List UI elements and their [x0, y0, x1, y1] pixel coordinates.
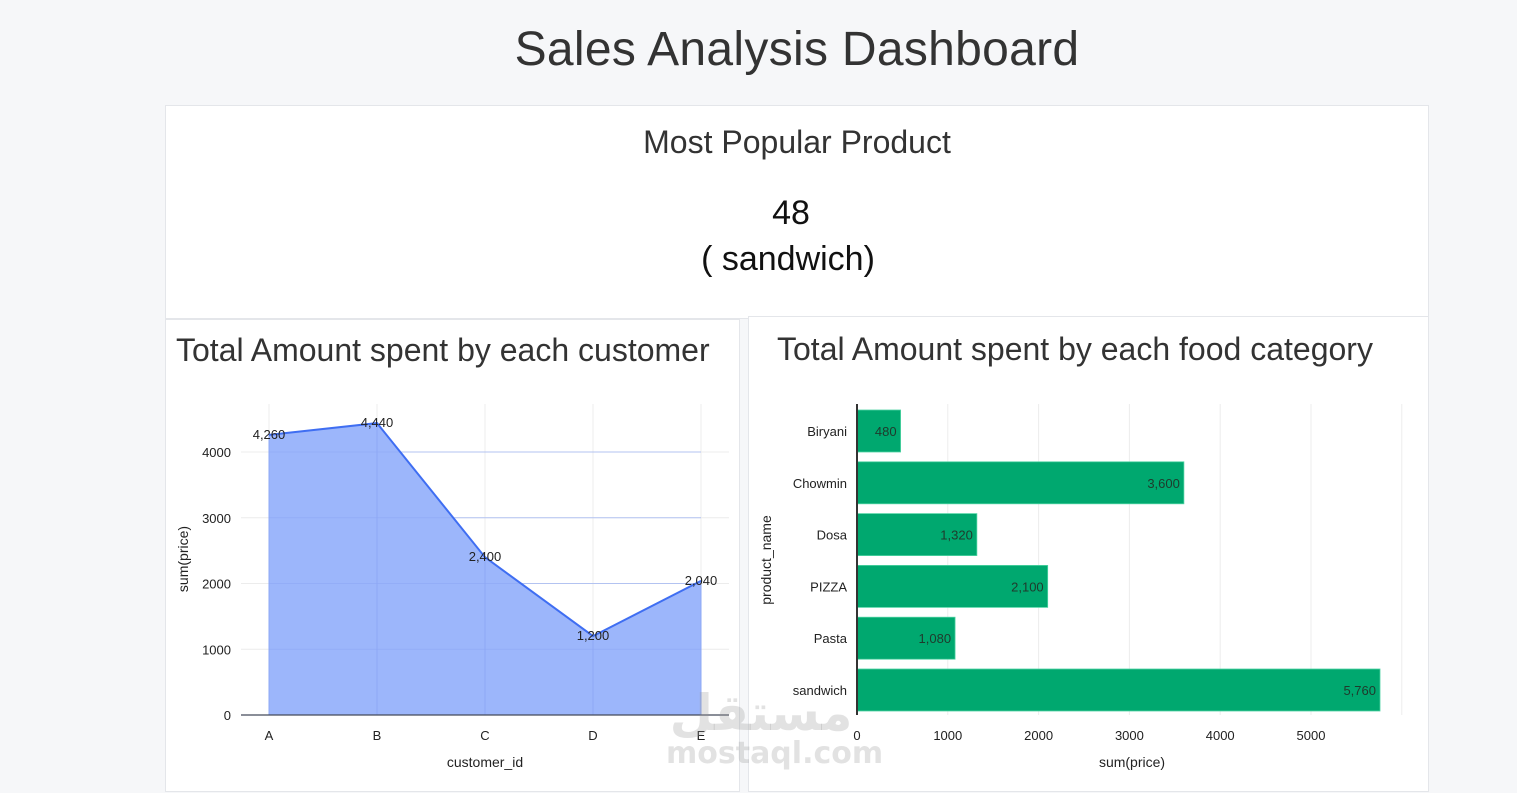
- y-tick-label: 1000: [202, 642, 231, 657]
- x-tick-label: E: [697, 728, 706, 743]
- x-tick-label: 3000: [1115, 728, 1144, 743]
- customer-area-chart[interactable]: 0 1000 2000 3000 4000 4,260 4,440 2,400 1,200 2,0…: [166, 320, 741, 793]
- x-tick-label: A: [265, 728, 274, 743]
- x-axis-title: sum(price): [1099, 754, 1165, 770]
- x-tick-label: D: [588, 728, 597, 743]
- bar-value-label: 1,320: [940, 528, 973, 543]
- most-popular-product-card: Most Popular Product 48 ( sandwich): [165, 105, 1429, 319]
- y-tick-label: Biryani: [807, 424, 847, 439]
- bar-value-label: 5,760: [1343, 683, 1376, 698]
- customer-chart-title: Total Amount spent by each customer: [176, 332, 710, 368]
- y-tick-label: 2000: [202, 577, 231, 592]
- popular-card-title: Most Popular Product: [643, 124, 951, 160]
- category-chart-title: Total Amount spent by each food category: [777, 331, 1373, 367]
- x-tick-label: 4000: [1206, 728, 1235, 743]
- customer-spend-card: Total Amount spent by each customer 0 100…: [165, 319, 740, 792]
- y-tick-label: 3000: [202, 511, 231, 526]
- bar-pasta[interactable]: [856, 616, 956, 660]
- area-line: [268, 422, 702, 638]
- x-tick-label: 5000: [1297, 728, 1326, 743]
- data-point-label: 4,260: [253, 427, 286, 442]
- data-point-label: 1,200: [577, 628, 610, 643]
- y-tick-label: PIZZA: [810, 579, 847, 594]
- data-point-label: 4,440: [361, 415, 394, 430]
- data-point-label: 2,040: [685, 573, 718, 588]
- bar-sandwich[interactable]: [856, 668, 1381, 712]
- x-tick-label: 2000: [1024, 728, 1053, 743]
- y-tick-label: Chowmin: [793, 476, 847, 491]
- y-axis-title: product_name: [758, 515, 774, 605]
- x-tick-label: 0: [853, 728, 860, 743]
- page-title: Sales Analysis Dashboard: [514, 23, 1080, 76]
- y-tick-label: Dosa: [817, 528, 848, 543]
- popular-product-name: ( sandwich): [701, 240, 875, 278]
- y-tick-label: sandwich: [793, 683, 847, 698]
- x-tick-label: 1000: [933, 728, 962, 743]
- bar-value-label: 3,600: [1147, 476, 1180, 491]
- y-tick-label: 0: [224, 708, 231, 723]
- y-tick-label: 4000: [202, 445, 231, 460]
- data-point-label: 2,400: [469, 549, 502, 564]
- x-tick-label: C: [480, 728, 489, 743]
- bar-chowmin[interactable]: [856, 461, 1185, 505]
- y-axis-title: sum(price): [175, 526, 191, 592]
- popular-product-count: 48: [772, 194, 810, 232]
- x-tick-label: B: [373, 728, 382, 743]
- bar-value-label: 2,100: [1011, 579, 1044, 594]
- bar-value-label: 480: [875, 424, 897, 439]
- category-bar-chart[interactable]: 480 Biryani 3,600 Chowmin 1,320 Dosa 2,100 PIZZ…: [749, 317, 1430, 793]
- category-spend-card: Total Amount spent by each food category…: [748, 316, 1429, 792]
- x-axis-title: customer_id: [447, 754, 523, 770]
- y-tick-label: Pasta: [814, 631, 848, 646]
- bar-value-label: 1,080: [919, 631, 952, 646]
- bar-pizza[interactable]: [856, 564, 1049, 608]
